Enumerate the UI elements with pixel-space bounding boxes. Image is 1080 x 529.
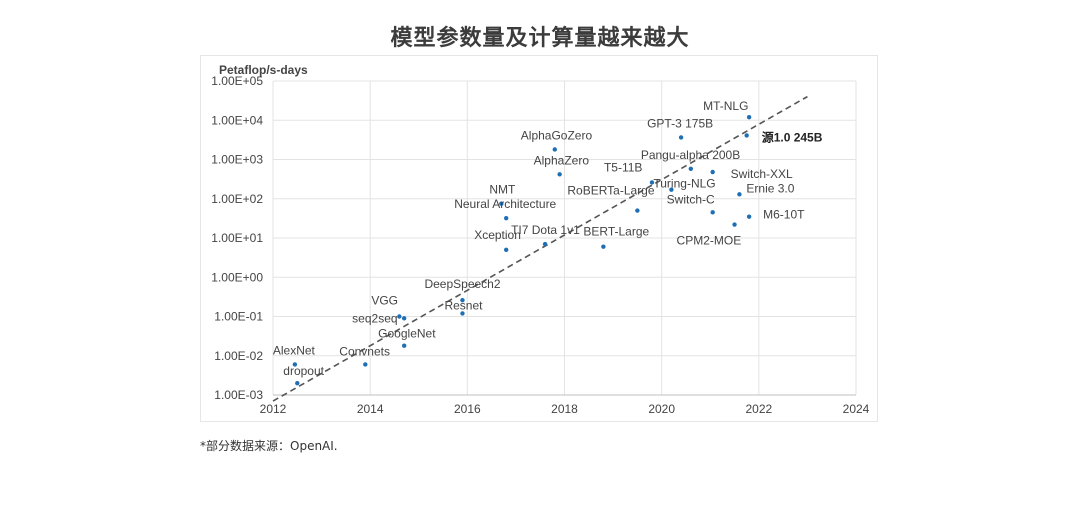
data-label: Convnets bbox=[339, 344, 390, 358]
data-point bbox=[732, 222, 737, 227]
chart-area: 1.00E-03 1.00E-02 1.00E-01 1.00E+00 1.00E+01… bbox=[200, 55, 878, 422]
data-point bbox=[504, 247, 509, 253]
grid bbox=[272, 80, 857, 396]
x-tick-label: 2012 bbox=[260, 402, 287, 416]
data-point bbox=[688, 166, 694, 171]
chart-title: 模型参数量及计算量越来越大 bbox=[390, 26, 690, 51]
data-label: M6-10T bbox=[763, 208, 805, 222]
y-axis-label: Petaflop/s-days bbox=[219, 63, 308, 77]
scatter-plot: 1.00E-03 1.00E-02 1.00E-01 1.00E+00 1.00E+01… bbox=[211, 63, 869, 416]
data-point bbox=[504, 215, 509, 221]
y-tick-label: 1.00E+03 bbox=[211, 153, 263, 167]
y-tick-label: 1.00E-03 bbox=[214, 388, 263, 402]
x-tick-label: 2024 bbox=[843, 402, 870, 416]
data-label: TI7 Dota 1v1 bbox=[511, 223, 580, 237]
axes: 1.00E-03 1.00E-02 1.00E-01 1.00E+00 1.00E+01… bbox=[211, 74, 869, 416]
data-label: MT-NLG bbox=[703, 99, 748, 113]
trend-line bbox=[272, 95, 808, 402]
data-label: Ernie 3.0 bbox=[746, 181, 794, 195]
data-label: VGG bbox=[371, 294, 398, 308]
data-label: Switch-C bbox=[667, 192, 715, 206]
data-label: Turing-NLG bbox=[653, 177, 715, 191]
data-point bbox=[499, 201, 504, 206]
data-point bbox=[295, 380, 300, 386]
data-label: seq2seq bbox=[352, 311, 397, 325]
data-point bbox=[649, 180, 655, 185]
data-label: AlexNet bbox=[273, 343, 316, 357]
y-tick-label: 1.00E+04 bbox=[211, 113, 263, 127]
data-labels: AlexNet dropout Convnets VGG seq2seq GoogleNe… bbox=[273, 99, 823, 378]
data-point bbox=[552, 147, 557, 152]
data-point bbox=[710, 210, 715, 215]
y-tick-label: 1.00E-02 bbox=[214, 349, 263, 363]
x-tick-label: 2016 bbox=[454, 402, 481, 416]
data-point bbox=[737, 192, 742, 197]
data-label: RoBERTa-Large bbox=[567, 184, 654, 198]
data-label: Neural Architecture bbox=[454, 197, 556, 211]
x-tick-label: 2020 bbox=[648, 402, 675, 416]
x-tick-label: 2014 bbox=[357, 402, 384, 416]
data-point bbox=[710, 169, 715, 175]
data-point bbox=[401, 316, 407, 321]
data-point bbox=[292, 362, 298, 367]
data-label: GPT-3 175B bbox=[647, 116, 713, 130]
data-point bbox=[397, 314, 402, 319]
data-label: CPM2-MOE bbox=[677, 234, 742, 248]
x-tick-label: 2018 bbox=[551, 402, 578, 416]
data-label: AlphaZero bbox=[534, 153, 590, 167]
data-point bbox=[678, 135, 684, 140]
data-point bbox=[635, 208, 640, 213]
data-label: T5-11B bbox=[604, 160, 642, 174]
data-label: BERT-Large bbox=[583, 225, 649, 239]
y-tick-label: 1.00E+01 bbox=[211, 231, 263, 245]
data-label: Resnet bbox=[444, 298, 483, 312]
data-point bbox=[460, 311, 465, 316]
data-label: NMT bbox=[489, 183, 516, 197]
footnote: *部分数据来源：OpenAI. bbox=[200, 439, 338, 453]
data-label: DeepSpeech2 bbox=[424, 277, 500, 291]
data-points bbox=[292, 114, 752, 386]
data-label: Switch-XXL bbox=[731, 167, 793, 181]
data-label: GoogleNet bbox=[378, 327, 436, 341]
y-tick-label: 1.00E+00 bbox=[211, 270, 263, 284]
data-point bbox=[746, 214, 752, 219]
data-label: dropout bbox=[283, 364, 324, 378]
y-tick-label: 1.00E+05 bbox=[211, 74, 263, 88]
data-point bbox=[744, 133, 749, 138]
data-point bbox=[542, 241, 548, 247]
data-point bbox=[557, 172, 562, 177]
y-tick-label: 1.00E-01 bbox=[214, 310, 263, 324]
data-point bbox=[669, 187, 674, 192]
data-label: Pangu-alpha 200B bbox=[641, 148, 740, 162]
data-point bbox=[363, 362, 368, 367]
x-tick-label: 2022 bbox=[745, 402, 772, 416]
data-label: 源1.0 245B bbox=[762, 129, 823, 144]
trendline bbox=[272, 95, 808, 402]
y-tick-label: 1.00E+02 bbox=[211, 192, 263, 206]
data-point bbox=[601, 244, 606, 249]
data-point bbox=[460, 298, 465, 303]
data-label: AlphaGoZero bbox=[521, 128, 593, 142]
data-point bbox=[401, 343, 407, 348]
data-label: Xception bbox=[474, 228, 521, 242]
data-point bbox=[746, 114, 752, 120]
